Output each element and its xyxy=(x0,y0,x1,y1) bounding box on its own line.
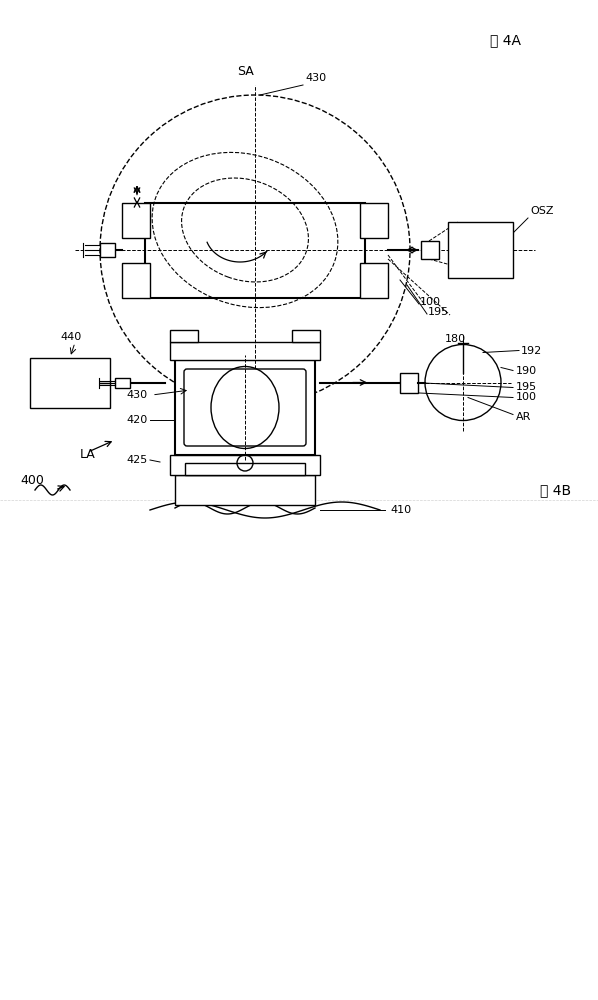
Bar xyxy=(170,330,198,342)
Text: 100: 100 xyxy=(420,297,441,307)
Bar xyxy=(448,222,513,278)
Text: +: + xyxy=(291,374,301,384)
Text: 图 4A: 图 4A xyxy=(490,33,521,47)
Text: 410: 410 xyxy=(390,505,411,515)
Bar xyxy=(100,243,115,257)
Text: SA: SA xyxy=(237,65,254,78)
Bar xyxy=(122,202,150,237)
Bar xyxy=(360,202,388,237)
Text: 430: 430 xyxy=(305,73,326,83)
Bar xyxy=(400,372,418,392)
Text: 440: 440 xyxy=(60,332,81,342)
Text: 195: 195 xyxy=(516,382,537,392)
Text: 180: 180 xyxy=(444,334,466,344)
Text: 420: 420 xyxy=(127,415,148,425)
Text: 192: 192 xyxy=(521,346,542,356)
Text: 190: 190 xyxy=(516,365,537,375)
Text: +: + xyxy=(291,431,301,441)
Bar xyxy=(170,455,320,475)
Text: 430: 430 xyxy=(127,390,148,400)
Bar xyxy=(175,360,315,455)
Text: OSZ: OSZ xyxy=(467,243,493,256)
Text: AR: AR xyxy=(516,412,532,422)
Bar xyxy=(421,241,439,259)
Bar xyxy=(175,475,315,505)
Text: 400: 400 xyxy=(20,474,44,487)
Text: 195: 195 xyxy=(428,307,449,317)
Bar xyxy=(292,330,320,342)
Text: 425: 425 xyxy=(127,455,148,465)
Text: 图 4B: 图 4B xyxy=(540,483,571,497)
Bar xyxy=(115,377,130,387)
Text: 100: 100 xyxy=(516,392,537,402)
Bar xyxy=(170,342,320,360)
Text: LA: LA xyxy=(80,448,96,462)
FancyBboxPatch shape xyxy=(184,369,306,446)
Text: SA: SA xyxy=(205,402,220,412)
Text: OSZ: OSZ xyxy=(530,206,554,216)
Text: +: + xyxy=(190,431,199,441)
Bar xyxy=(122,262,150,298)
Bar xyxy=(30,358,110,408)
Bar xyxy=(145,202,365,298)
Bar xyxy=(360,262,388,298)
Text: +: + xyxy=(190,374,199,384)
Bar xyxy=(185,463,305,475)
